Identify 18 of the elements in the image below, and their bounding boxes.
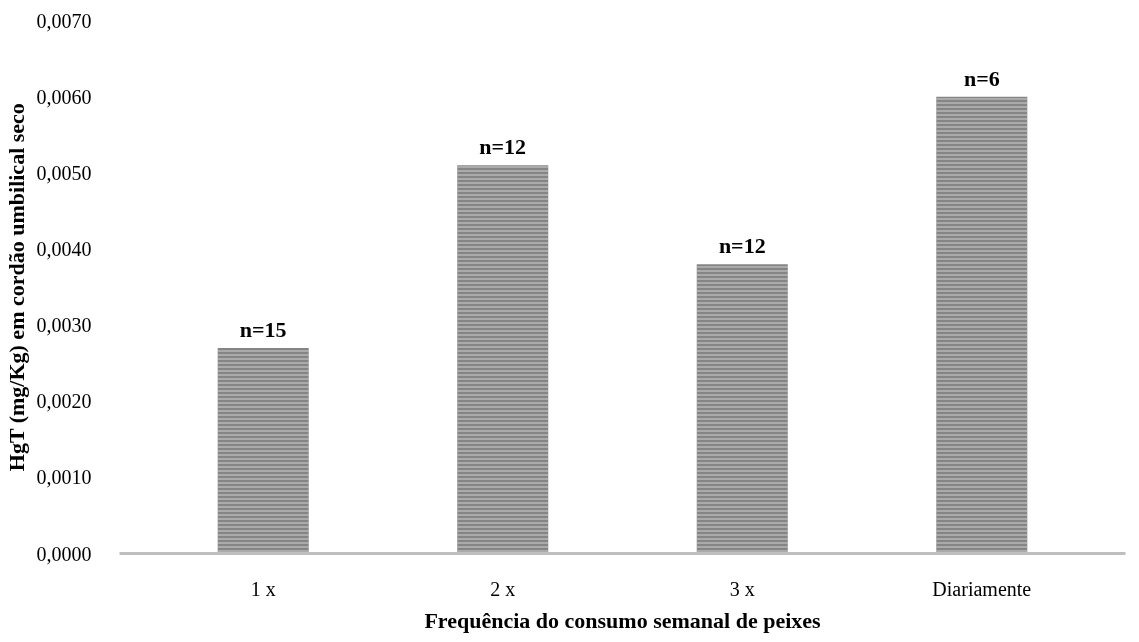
x-tick-label: Diariamente: [932, 577, 1032, 600]
x-tick-label: 3 x: [729, 577, 755, 600]
y-tick-label: 0,0030: [36, 314, 92, 337]
annotation: n=12: [718, 233, 766, 259]
y-tick-label: 0,0000: [36, 542, 92, 565]
y-tick-label: 0,0010: [36, 466, 92, 489]
x-axis-title: Frequência do consumo semanal de peixes: [424, 607, 822, 633]
y-tick-label: 0,0020: [36, 390, 92, 413]
annotation: n=15: [239, 316, 287, 342]
y-tick-label: 0,0070: [36, 9, 92, 32]
y-axis-title: HgT (mg/Kg) em cordão umbilical seco: [3, 103, 29, 472]
x-tick-label: 2 x: [490, 577, 516, 600]
annotation: n=6: [963, 65, 1000, 91]
x-tick-label: 1 x: [250, 577, 276, 600]
y-tick-label: 0,0060: [36, 85, 92, 108]
y-tick-label: 0,0050: [36, 161, 92, 184]
annotation: n=12: [479, 134, 527, 160]
y-tick-label: 0,0040: [36, 237, 92, 260]
